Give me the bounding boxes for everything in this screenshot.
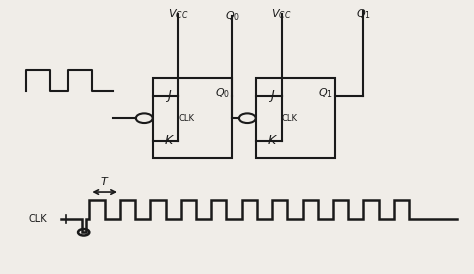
Text: CLK: CLK [282, 114, 298, 123]
Text: $Q_1$: $Q_1$ [318, 86, 333, 100]
Text: $V_{CC}$: $V_{CC}$ [168, 7, 189, 21]
Text: CLK: CLK [178, 114, 194, 123]
Circle shape [136, 113, 153, 123]
Text: J: J [167, 89, 171, 102]
Text: $T$: $T$ [100, 175, 109, 187]
Text: K: K [268, 134, 276, 147]
Text: $Q_0$: $Q_0$ [215, 86, 230, 100]
Text: $Q_0$: $Q_0$ [225, 10, 240, 23]
Text: CLK: CLK [28, 214, 47, 224]
Text: J: J [270, 89, 274, 102]
Text: K: K [165, 134, 173, 147]
Circle shape [239, 113, 256, 123]
Circle shape [78, 229, 89, 236]
Text: $Q_1$: $Q_1$ [356, 7, 371, 21]
Text: $V_{CC}$: $V_{CC}$ [271, 7, 292, 21]
Bar [153, 78, 232, 158]
Bar [256, 78, 336, 158]
